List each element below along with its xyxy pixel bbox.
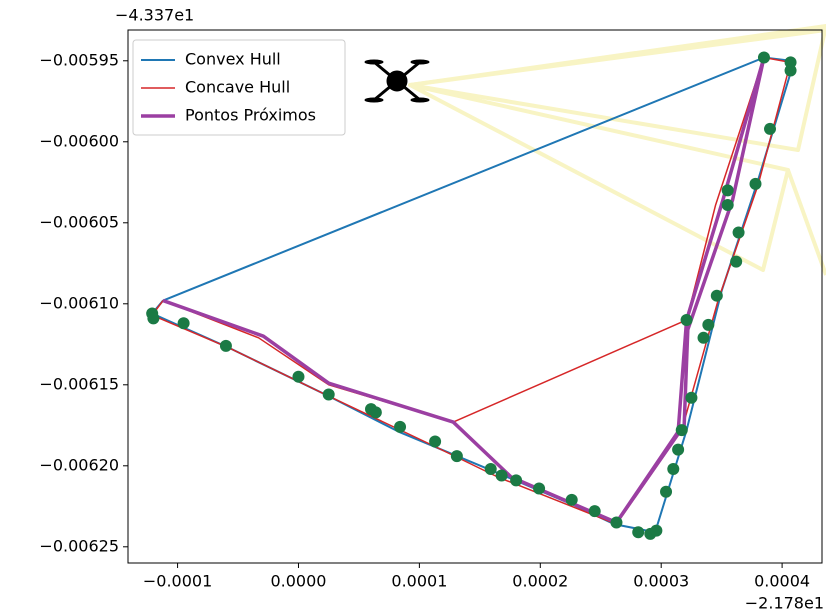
x-tick-label: 0.0004 (754, 572, 810, 591)
point (749, 177, 762, 190)
point (565, 493, 578, 506)
x-tick-label: 0.0000 (270, 572, 326, 591)
point (685, 391, 698, 404)
legend-label: Pontos Próximos (185, 106, 316, 125)
x-tick-label: 0.0002 (512, 572, 568, 591)
y-tick-label: −0.00605 (39, 212, 119, 231)
point (667, 463, 680, 476)
y-offset-label: −4.337e1 (115, 6, 194, 25)
point (177, 317, 190, 330)
y-tick-label: −0.00595 (39, 50, 119, 69)
legend: Convex Hull Concave Hull Pontos Próximos (132, 39, 346, 136)
legend-box (132, 39, 346, 136)
point (702, 318, 715, 331)
point (764, 122, 777, 135)
x-offset-label: −2.178e1 (745, 594, 824, 613)
point (721, 184, 734, 197)
point (147, 312, 160, 325)
legend-label: Convex Hull (185, 50, 281, 69)
point (292, 370, 305, 383)
series-line (162, 55, 766, 525)
point (394, 420, 407, 433)
point (680, 313, 693, 326)
y-tick-label: −0.00615 (39, 374, 119, 393)
y-tick-label: −0.00610 (39, 293, 119, 312)
point (322, 388, 335, 401)
fov-polygon (408, 83, 790, 272)
plot-frame (127, 29, 823, 564)
x-tick-label: 0.0003 (633, 572, 689, 591)
y-tick-label: −0.00600 (39, 131, 119, 150)
point (495, 469, 508, 482)
point (672, 443, 685, 456)
y-tick-label: −0.00620 (39, 455, 119, 474)
point (610, 516, 623, 529)
drone-icon (364, 59, 430, 103)
point (450, 450, 463, 463)
point (650, 524, 663, 537)
point (710, 289, 723, 302)
point (632, 526, 645, 539)
point (533, 482, 546, 495)
point (510, 474, 523, 487)
x-tick-label: −0.0001 (143, 572, 212, 591)
point (429, 435, 442, 448)
x-tick-label: 0.0001 (391, 572, 447, 591)
point (484, 463, 497, 476)
point (588, 505, 601, 518)
fov-line (409, 28, 826, 87)
point (369, 406, 382, 419)
point (784, 64, 797, 77)
point (732, 226, 745, 239)
point (660, 485, 673, 498)
point (697, 331, 710, 344)
point (721, 198, 734, 211)
fov-line (786, 169, 826, 276)
point (675, 424, 688, 437)
point (730, 255, 743, 268)
point (219, 339, 232, 352)
y-tick-label: −0.00625 (39, 536, 119, 555)
legend-label: Concave Hull (185, 78, 290, 97)
point (757, 51, 770, 64)
fov-overlay (408, 24, 826, 276)
